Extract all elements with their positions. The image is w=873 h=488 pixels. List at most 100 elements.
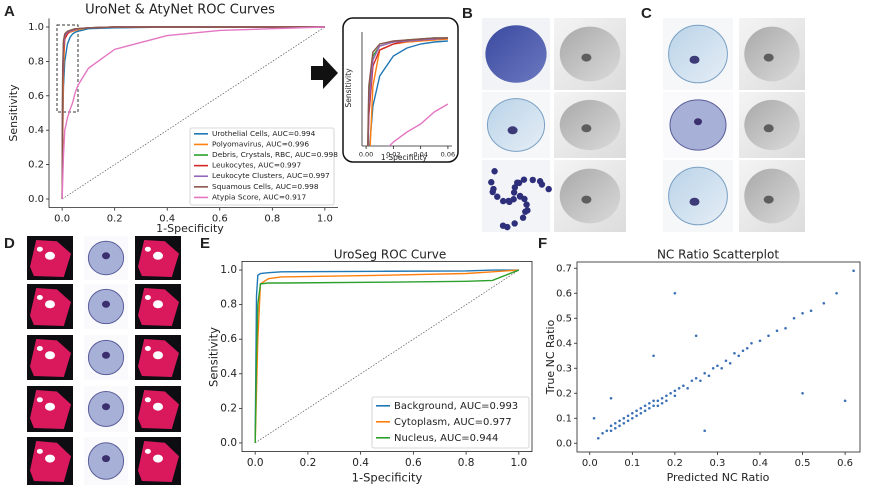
scatter-point [690,379,694,383]
mask-nucleus [153,300,163,309]
scatter-point [652,404,655,408]
x-tick-label: 0.0 [54,214,70,225]
mask-nucleus [45,300,55,309]
scatter-point [699,379,702,383]
x-tick-label: 0.5 [795,458,811,469]
y-tick-label: 0.0 [220,437,237,449]
x-tick-label: 0.2 [667,458,683,469]
panel-label: C [641,5,652,22]
scatter-point [665,399,668,403]
mask-nucleus [144,346,151,351]
scatter-point [601,431,604,435]
cell [523,201,530,208]
scatter-point [801,311,804,315]
image-tile [135,386,181,432]
scatter-point [622,421,626,425]
image-tile [739,92,805,158]
image-tile [482,92,550,158]
scatter-point [596,436,600,440]
legend-label: Leukocyte Clusters, AUC=0.997 [212,171,330,180]
scatter-point [652,354,655,358]
mask-nucleus [144,397,151,403]
scatter-point [635,409,638,413]
y-tick-label: 0.1 [556,413,572,424]
x-tick-label: 0.6 [837,458,853,469]
cell [505,197,512,205]
scatter-point [673,394,677,398]
scatter-point [716,364,719,368]
panel-label: B [462,5,473,22]
scatter-point [656,404,660,408]
panel-label: A [4,3,15,20]
y-tick-label: 0.2 [220,402,237,414]
x-axis-label: Predicted NC Ratio [667,471,770,484]
scatter-point [694,376,698,380]
image-tile [554,160,626,232]
scatter-point [745,346,749,350]
axes-frame [241,260,533,452]
mask-nucleus [144,246,151,252]
cell [744,168,800,224]
y-tick-label: 0.2 [556,388,572,399]
y-tick-label: 0.7 [556,263,572,274]
image-tile [135,284,181,329]
cell [520,176,528,183]
scatter-point [669,391,672,395]
scatter-point [639,411,643,415]
cell [559,168,621,224]
x-tick-label: 0.02 [386,151,400,159]
image-tile [135,335,181,380]
mask-nucleus [153,454,163,463]
cell [510,196,517,203]
cell [545,185,552,193]
y-tick-label: 0.8 [220,299,237,311]
image-tile [84,386,128,432]
image-tile [84,437,128,485]
scatter-point [792,316,796,320]
chart-title: UroSeg ROC Curve [334,248,447,262]
scatter-point [660,396,664,400]
legend-label: Urothelial Cells, AUC=0.994 [212,129,316,138]
image-tile [27,437,73,485]
image-tile [27,284,73,329]
image-tile [135,236,181,280]
panel-label: F [538,235,547,252]
x-tick-label: 0.0 [247,457,264,469]
chance-line [61,26,326,200]
roc-curve [367,37,448,146]
x-tick-label: 0.2 [107,214,123,225]
scatter-point [631,411,634,415]
x-tick-label: 0.3 [709,458,725,469]
scatter-point [809,309,813,313]
scatter-point [643,409,647,413]
y-tick-label: 0.4 [28,125,44,136]
mask-nucleus [45,251,55,260]
scatter-point [605,429,609,433]
cell [494,193,501,200]
scatter-point [733,351,736,355]
image-tile [739,18,805,90]
mask-nucleus [144,295,151,300]
cell [499,222,507,229]
cell [529,176,536,184]
x-tick-label: 0.04 [413,151,427,159]
scatter-point [622,416,626,420]
image-tile [27,236,73,280]
cell [668,166,728,226]
scatter-point [656,399,660,403]
image-tile [27,335,73,380]
y-tick-label: 0.3 [556,363,572,374]
cell [559,99,621,151]
y-axis-label: Sensitivity [207,327,221,387]
scatter-point [852,269,855,273]
y-tick-label: 0.6 [220,333,237,345]
mask-nucleus [144,448,151,454]
cell [490,185,497,193]
x-tick-label: 0.1 [624,458,640,469]
legend-label: Background, AUC=0.993 [394,401,518,412]
mask-nucleus [36,448,43,454]
y-tick-label: 0.6 [28,91,44,102]
x-tick-label: 1.0 [510,457,527,469]
scatter-point [728,361,732,365]
